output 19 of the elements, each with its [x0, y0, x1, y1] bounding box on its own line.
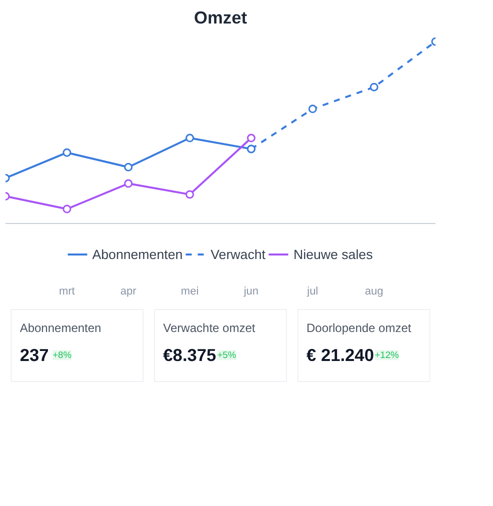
x-tick-label: apr: [120, 286, 137, 298]
x-tick-label: jun: [242, 286, 259, 298]
legend-label: Verwacht: [210, 246, 266, 262]
chart-title: Omzet: [194, 8, 248, 28]
legend-label: Nieuwe sales: [293, 246, 373, 262]
text: +12%: [374, 350, 399, 360]
text: € 21.240: [306, 345, 374, 366]
x-tick-label: jul: [306, 286, 318, 298]
x-tick-label: mei: [180, 286, 199, 298]
text: Abonnementen: [20, 320, 102, 335]
text: +5%: [217, 350, 236, 360]
text: €8.375: [163, 345, 217, 366]
text: Doorlopende omzet: [306, 320, 412, 335]
x-tick-label: aug: [364, 286, 384, 298]
text: +8%: [52, 350, 72, 360]
text: Verwachte omzet: [163, 320, 256, 335]
legend-label: Abonnementen: [92, 246, 183, 262]
text: 237: [20, 345, 49, 366]
x-tick-label: mrt: [58, 286, 75, 298]
